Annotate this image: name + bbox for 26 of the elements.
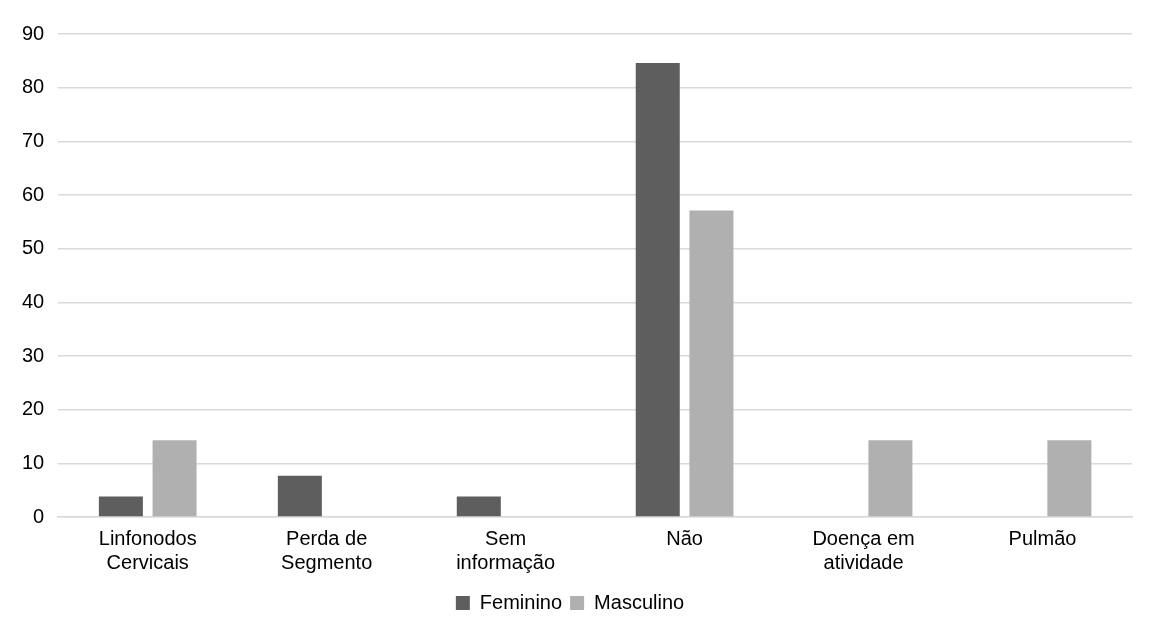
bar	[1047, 440, 1092, 517]
bar	[152, 440, 197, 517]
y-tick-label: 30	[22, 343, 45, 366]
x-tick-label: Pulmão	[1008, 526, 1077, 549]
x-tick-label: Linfonodos Cervicais	[98, 526, 197, 573]
bar	[635, 62, 680, 517]
x-tick-label: Sem informação	[456, 526, 556, 573]
x-tick-label: Doença em atividade	[812, 526, 915, 573]
x-tick-label: Não	[666, 526, 703, 549]
bar	[456, 496, 501, 517]
y-tick-label: 80	[22, 75, 45, 98]
y-tick-label: 20	[22, 397, 45, 420]
bar	[98, 496, 143, 517]
y-tick-label: 70	[22, 128, 45, 151]
legend-label: Feminino	[479, 590, 563, 613]
bar	[277, 475, 322, 517]
x-tick-label: Perda de Segmento	[281, 526, 373, 573]
legend-label: Masculino	[594, 590, 685, 613]
y-tick-label: 10	[22, 450, 45, 473]
y-tick-label: 50	[22, 236, 45, 259]
y-tick-label: 0	[33, 504, 45, 527]
y-tick-label: 60	[22, 182, 45, 205]
bar	[689, 210, 734, 517]
y-tick-label: 40	[22, 289, 45, 312]
bar	[868, 440, 913, 517]
y-tick-label: 90	[22, 21, 45, 44]
